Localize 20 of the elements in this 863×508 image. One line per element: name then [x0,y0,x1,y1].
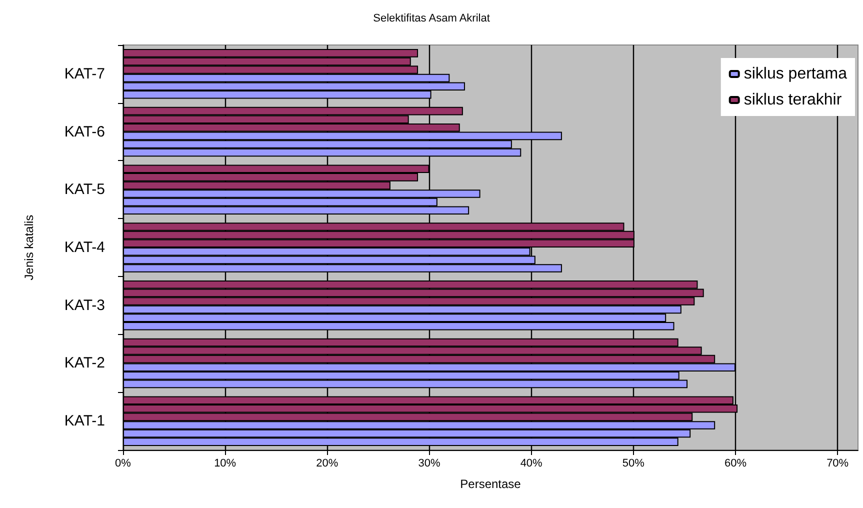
x-tick-label: 10% [214,458,236,470]
legend-label: siklus terakhir [744,92,842,108]
y-tick-label: KAT-6 [64,123,105,140]
x-tick-label: 20% [316,458,338,470]
y-tick-label: KAT-1 [64,412,105,430]
x-axis-title: Persentase [460,477,522,491]
y-axis-title: Jenis katalis [22,214,36,280]
y-tick-label: KAT-4 [64,239,105,256]
legend-label: siklus pertama [744,66,848,82]
y-tick-label: KAT-7 [64,65,105,82]
x-tick-label: 40% [520,458,543,470]
x-tick-label: 60% [724,458,747,470]
x-tick-label: 50% [622,458,645,470]
x-tick-label: 0% [115,458,132,470]
y-tick-label: KAT-5 [64,181,105,198]
chart-title: Selektifitas Asam Akrilat [373,12,490,24]
y-tick-label: KAT-2 [64,354,105,372]
y-tick-label: KAT-3 [64,296,105,314]
x-tick-label: 70% [826,458,849,470]
x-tick-label: 30% [418,458,440,470]
